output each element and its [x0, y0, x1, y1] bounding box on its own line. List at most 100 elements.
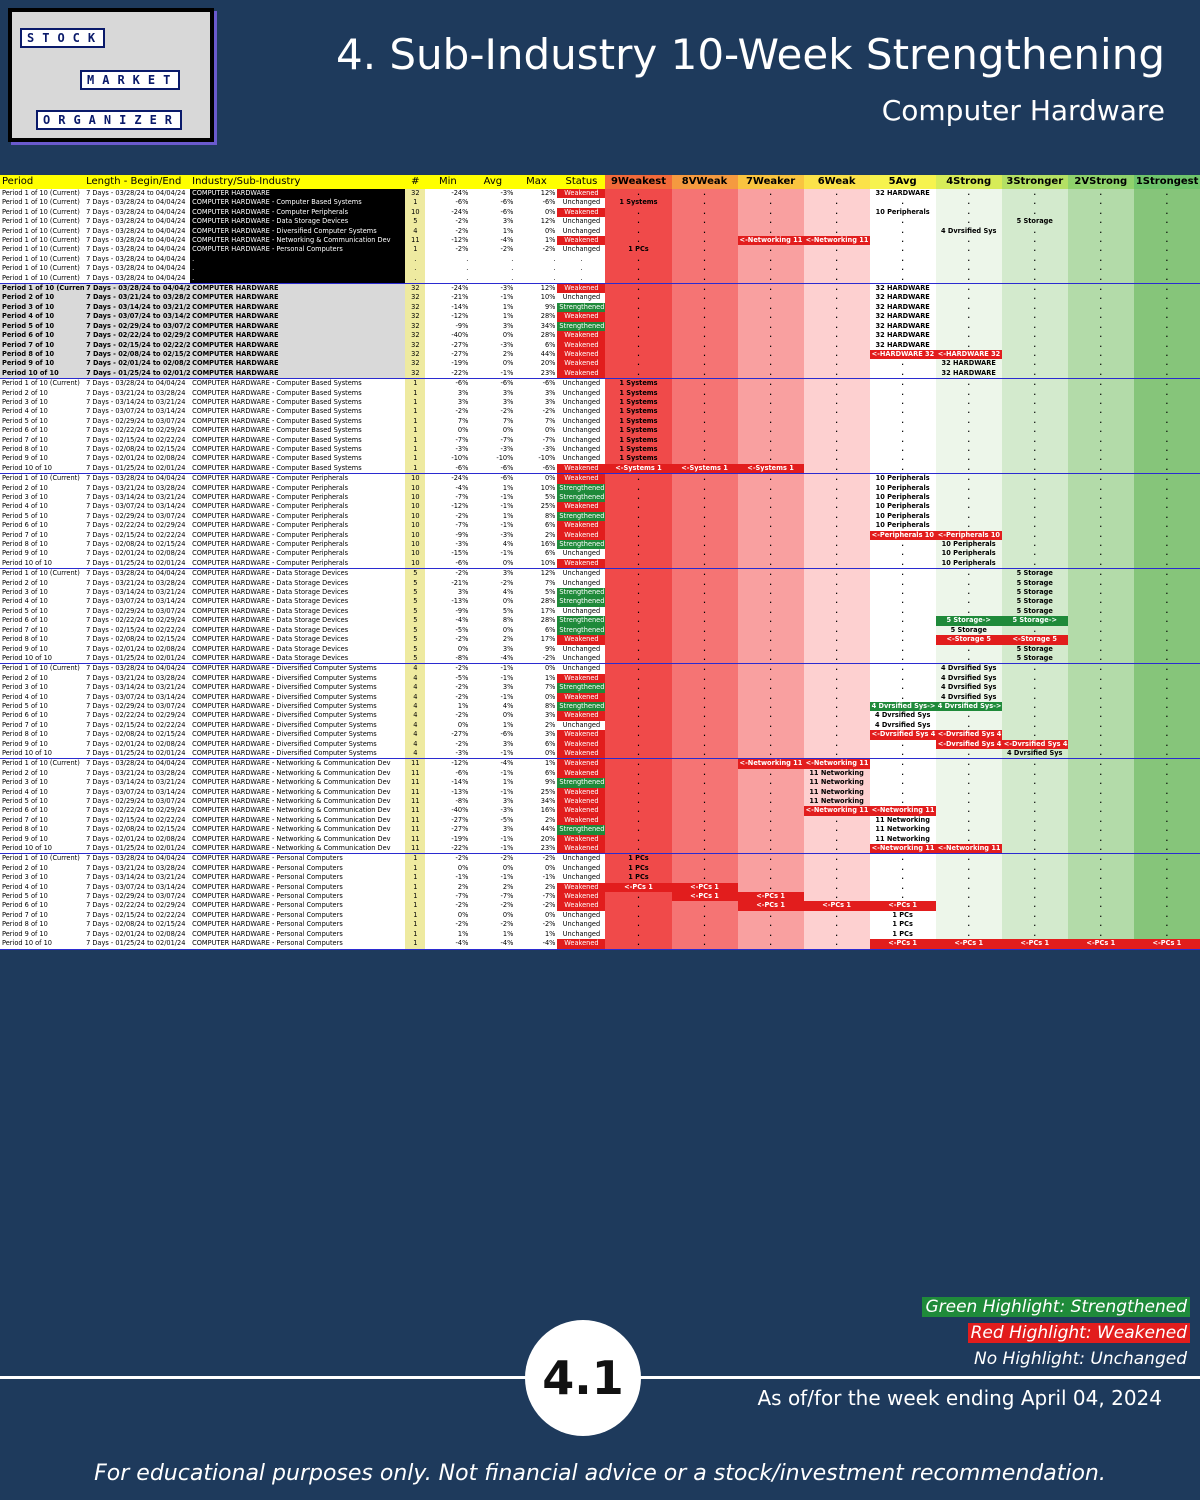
table-cell: .	[869, 606, 936, 617]
table-cell: .	[1067, 797, 1134, 807]
table-cell: COMPUTER HARDWARE - Personal Computers	[192, 929, 343, 938]
table-cell: .	[671, 473, 738, 484]
table-cell: 1 PCs	[869, 920, 936, 930]
table-cell: Period 3 of 10	[2, 683, 48, 692]
table-cell: .	[1133, 207, 1200, 218]
table-cell: Unchanged	[562, 245, 601, 254]
column-header: Avg	[470, 175, 516, 189]
table-cell: Period 4 of 10	[2, 597, 48, 606]
table-cell: COMPUTER HARDWARE - Diversified Computer…	[192, 739, 377, 748]
table-cell: Period 8 of 10	[0, 349, 85, 360]
table-cell: Strengthened	[557, 321, 606, 332]
table-cell: .	[1133, 901, 1200, 911]
table-cell: 7 Days - 03/07/24 to 03/14/24	[86, 407, 186, 416]
table-cell: 3%	[502, 397, 514, 406]
table-cell: .	[935, 378, 1002, 389]
table-cell: .	[803, 435, 870, 445]
as-of-date: As of/for the week ending April 04, 2024	[757, 1386, 1162, 1410]
table-cell: .	[1001, 730, 1068, 740]
table-cell: .	[605, 331, 672, 341]
table-row: Period 1 of 10 (Current) 7 Days - 03/28/2…	[0, 273, 1200, 285]
table-cell: <-Systems 1	[605, 463, 672, 475]
table-cell: .	[1001, 692, 1068, 702]
table-cell: 11 Networking	[803, 768, 870, 779]
table-cell: .	[1001, 521, 1068, 531]
table-cell: .	[1067, 254, 1134, 265]
table-cell: .	[1133, 863, 1200, 874]
table-cell: .	[1001, 198, 1068, 208]
table-cell: .	[935, 198, 1002, 208]
table-cell: 1 PCs	[869, 910, 936, 921]
table-row: Period 10 of 10 7 Days - 01/25/24 to 02/0…	[0, 653, 1200, 665]
table-cell: .	[1001, 815, 1068, 826]
table-cell: -24%	[451, 284, 469, 293]
table-cell: .	[803, 198, 870, 208]
table-cell: 10 Peripherals	[869, 521, 936, 531]
table-cell: 7 Days - 02/01/24 to 02/08/24	[84, 359, 191, 369]
table-cell: .	[1067, 378, 1134, 389]
table-cell: 7 Days - 01/25/24 to 02/01/24	[84, 844, 191, 855]
table-cell: .	[671, 254, 738, 265]
table-cell: -6%	[542, 379, 556, 388]
table-cell: COMPUTER HARDWARE - Diversified Computer…	[192, 692, 377, 701]
table-cell: 1 Systems	[605, 388, 672, 398]
table-cell: .	[737, 797, 804, 807]
table-cell: Period 7 of 10	[0, 340, 85, 350]
table-cell: 7 Days - 03/07/24 to 03/14/24	[86, 692, 186, 701]
table-cell: 8%	[502, 616, 514, 625]
table-row: Period 10 of 10 7 Days - 01/25/24 to 02/0…	[0, 368, 1200, 380]
table-cell: 1 PCs	[869, 929, 936, 940]
table-cell: .	[935, 483, 1002, 493]
table-cell: .	[737, 720, 804, 731]
table-cell: .	[557, 273, 606, 285]
table-cell: COMPUTER HARDWARE - Computer Peripherals	[192, 493, 349, 501]
table-cell: Strengthened	[557, 493, 606, 503]
table-cell: .	[869, 426, 936, 436]
table-cell: .	[1001, 473, 1068, 484]
table-cell: COMPUTER HARDWARE - Data Storage Devices	[192, 606, 349, 615]
table-cell: .	[1001, 778, 1068, 788]
table-cell: -1%	[470, 368, 516, 380]
table-cell: .	[935, 283, 1002, 294]
table-cell: COMPUTER HARDWARE - Data Storage Devices	[192, 588, 349, 597]
table-cell: Period 2 of 10	[2, 388, 48, 397]
table-cell: Period 10 of 10	[0, 558, 85, 570]
table-cell: .	[1067, 283, 1134, 294]
table-cell: .	[605, 653, 672, 665]
table-cell: 1	[405, 454, 426, 464]
table-cell: Weakened	[557, 730, 606, 740]
table-cell: 7 Days - 01/25/24 to 02/01/24	[84, 653, 191, 665]
table-cell: COMPUTER HARDWARE - Diversified Computer…	[192, 711, 377, 720]
table-cell: -6%	[470, 463, 516, 475]
table-cell: .	[580, 264, 583, 273]
table-cell: 0%	[502, 910, 514, 919]
table-cell: .	[803, 939, 870, 950]
table-cell: -3%	[500, 189, 514, 197]
table-cell: -2%	[455, 683, 469, 692]
table-cell: -22%	[425, 368, 471, 380]
table-cell: .	[869, 778, 936, 788]
table-cell: 7 Days - 02/08/24 to 02/15/24	[86, 920, 186, 929]
table-cell: 4 Dvrsified Sys	[1001, 748, 1068, 760]
table-cell: .	[671, 293, 738, 303]
table-cell: -2%	[500, 854, 514, 863]
table-cell: 7 Days - 02/01/24 to 02/08/24	[86, 644, 186, 653]
table-cell: .	[737, 558, 804, 570]
table-cell: .	[671, 189, 738, 199]
table-cell: .	[605, 597, 672, 607]
table-cell: -3%	[500, 340, 514, 349]
table-cell: .	[869, 625, 936, 636]
table-cell: .	[737, 321, 804, 332]
table-cell: .	[935, 189, 1002, 199]
table-cell: Weakened	[557, 207, 606, 218]
table-cell: 7 Days - 02/29/24 to 03/07/24	[86, 416, 186, 425]
column-header: 2VStrong	[1067, 175, 1134, 189]
table-cell: -4%	[500, 759, 514, 768]
table-cell: .	[869, 217, 936, 227]
table-cell: -4%	[515, 939, 558, 950]
table-cell: 10	[405, 473, 426, 484]
table-cell: .	[605, 530, 672, 541]
table-cell: .	[1133, 264, 1200, 274]
table-cell: -1%	[542, 873, 556, 882]
table-cell: .	[605, 293, 672, 303]
